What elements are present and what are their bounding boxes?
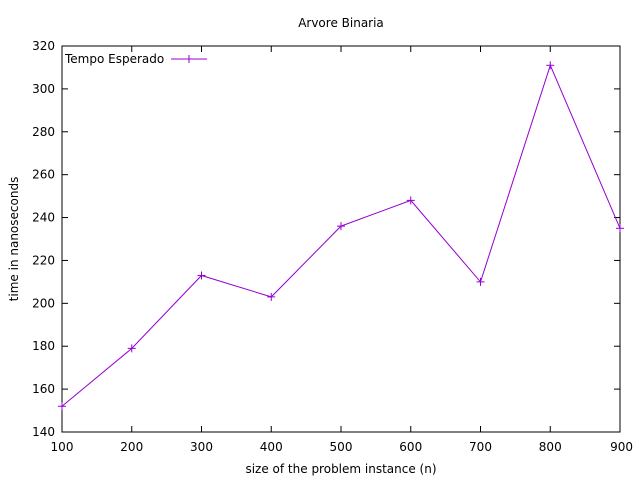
- x-tick-label: 600: [399, 440, 422, 454]
- data-point-marker: [267, 292, 276, 301]
- y-tick-label: 140: [32, 425, 55, 439]
- data-point-marker: [197, 271, 206, 280]
- y-tick-label: 160: [32, 382, 55, 396]
- x-tick-label: 700: [469, 440, 492, 454]
- x-axis-label: size of the problem instance (n): [245, 462, 436, 476]
- plot-frame: [61, 45, 621, 433]
- data-point-marker: [337, 222, 345, 231]
- series-layer: [58, 61, 624, 411]
- x-tick-label: 100: [51, 440, 74, 454]
- data-point-marker: [616, 224, 624, 233]
- series-line: [61, 63, 621, 407]
- y-axis-label: time in nanoseconds: [7, 177, 21, 302]
- data-point-marker: [58, 402, 66, 411]
- chart-title: Arvore Binaria: [298, 16, 384, 30]
- axis-ticks: 140 160 180 200 220 240 260 280 300 320 100 200 300 4…: [32, 39, 633, 454]
- y-tick-label: 220: [32, 253, 55, 267]
- x-tick-label: 900: [610, 440, 633, 454]
- y-tick-label: 260: [32, 168, 55, 182]
- y-tick-label: 320: [32, 39, 55, 53]
- y-tick-label: 280: [32, 125, 55, 139]
- legend-label: Tempo Esperado: [64, 52, 164, 66]
- y-tick-label: 300: [32, 82, 55, 96]
- y-tick-label: 200: [32, 296, 55, 310]
- data-point-marker: [546, 61, 555, 70]
- y-tick-label: 180: [32, 339, 55, 353]
- legend-marker: [185, 55, 193, 63]
- x-tick-label: 400: [260, 440, 283, 454]
- legend: Tempo Esperado: [64, 52, 207, 66]
- x-tick-label: 500: [330, 440, 353, 454]
- data-point-marker: [127, 344, 136, 353]
- x-tick-label: 800: [539, 440, 562, 454]
- x-tick-label: 200: [120, 440, 143, 454]
- data-point-marker: [406, 196, 415, 205]
- data-point-marker: [476, 277, 485, 286]
- y-tick-label: 240: [32, 211, 55, 225]
- x-tick-label: 300: [190, 440, 213, 454]
